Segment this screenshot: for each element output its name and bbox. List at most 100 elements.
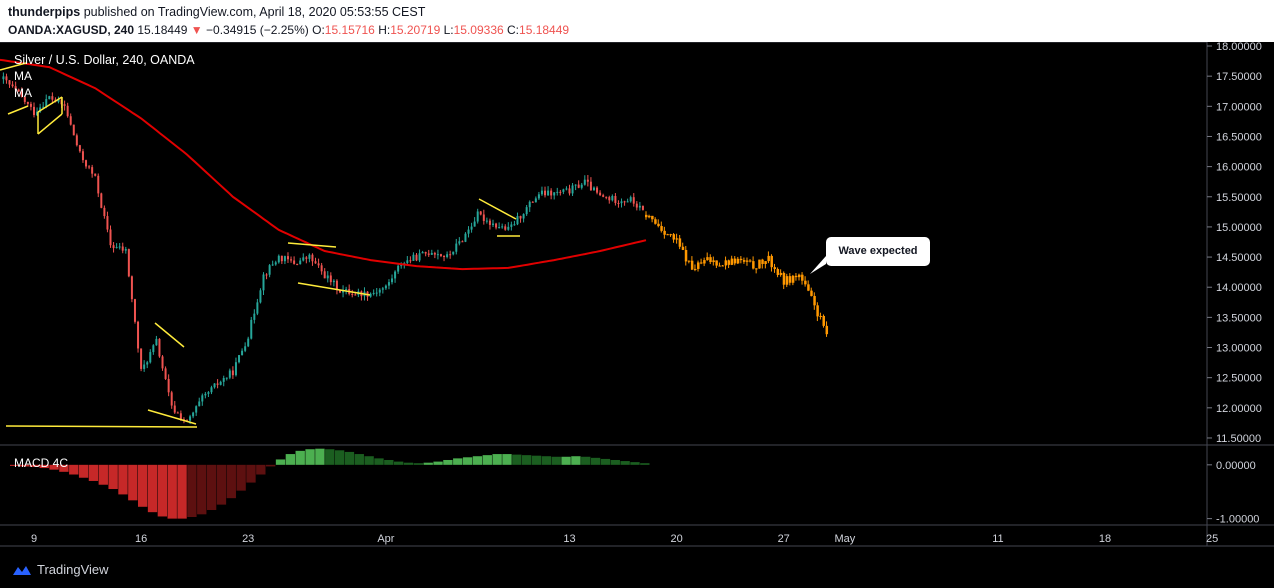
candlestick-series [2,72,644,424]
candle [589,181,592,191]
candle [210,387,213,393]
projected-candle [773,267,777,270]
candle [274,262,277,265]
candle [216,383,219,385]
macd-bar [256,464,266,475]
macd-bar [512,454,522,465]
candle [351,293,354,295]
ma-legend[interactable]: MA [14,86,32,100]
chart-area[interactable]: 18.00000 17.50000 17.00000 16.50000 16.00000… [0,42,1274,588]
macd-bar [620,461,630,465]
macd-bar [226,464,236,499]
candle [280,255,283,262]
candle [409,260,412,262]
candle [39,107,42,112]
candle [580,184,583,188]
candle [540,190,543,195]
macd-bar [118,464,128,495]
flag-line[interactable] [287,242,337,248]
macd-bar [49,464,59,470]
flag-line[interactable] [154,322,185,348]
flag-line[interactable] [37,113,63,135]
candle [531,201,534,203]
macd-bar [187,464,197,518]
flag-line[interactable] [147,409,197,425]
macd-bar [285,454,296,465]
candle [394,271,397,279]
candle [345,289,348,291]
candle [207,392,210,394]
candle [94,173,97,176]
time-tick-label: Apr [377,533,394,545]
candle [48,96,51,100]
candle [522,214,525,219]
price-tick-label: 12.00000 [1216,403,1262,415]
candle [152,345,155,353]
candle [225,377,228,379]
macd-bar [157,464,168,517]
flag-line[interactable] [0,62,27,71]
macd-histogram [10,448,650,519]
candle [623,201,626,203]
candle [204,393,207,396]
flag-line[interactable] [478,198,517,220]
candle [69,116,72,125]
candle [238,355,241,363]
candle [103,207,106,217]
projected-candle [788,276,792,283]
candle [91,167,94,174]
candle [562,189,565,192]
ohlc-line: OANDA:XAGUSD, 240 15.18449 ▼ −0.34915 (−… [8,23,569,37]
chart-canvas[interactable]: 18.00000 17.50000 17.00000 16.50000 16.00000… [0,42,1274,588]
candle [513,224,516,226]
tradingview-branding[interactable]: TradingView [12,562,109,577]
candle [106,216,109,230]
publish-info: thunderpips published on TradingView.com… [8,5,425,19]
candle [626,201,629,203]
time-tick-label: 25 [1206,533,1218,545]
flag-line[interactable] [7,105,29,115]
candle [36,111,39,116]
macd-bar [561,456,571,465]
candle [400,265,403,267]
candle [436,254,439,256]
candle [198,401,201,407]
candle [109,229,112,246]
projected-candle [816,305,819,317]
candle [329,275,332,283]
candle [611,195,614,201]
candle [57,99,60,102]
candle [63,104,66,106]
candle [265,274,268,276]
macd-bar [315,448,325,465]
support-line[interactable] [5,425,198,428]
candle [449,254,452,256]
time-axis: 9 16 23 Apr 13 20 27 May 11 18 25 [31,533,1218,545]
macd-legend[interactable]: MACD 4C [14,456,69,470]
candle [455,243,458,252]
candle [100,193,103,208]
ma-legend[interactable]: MA [14,69,32,83]
macd-bar [630,462,640,465]
candle [556,191,559,193]
flag-line[interactable] [37,96,63,113]
symbol-label: OANDA:XAGUSD, 240 [8,23,135,37]
wave-callout[interactable]: Wave expected [826,237,930,266]
series-title[interactable]: Silver / U.S. Dollar, 240, OANDA [14,53,195,67]
price-tick-label: 15.50000 [1216,192,1262,204]
candle [155,338,158,346]
price-tick-label: 11.50000 [1216,433,1261,445]
projected-candle [761,259,764,264]
candle [446,254,449,257]
macd-bar [167,464,177,519]
candle [381,288,384,290]
macd-bar [551,456,561,465]
projected-candle [672,234,676,240]
candle [461,241,464,243]
flag-line[interactable] [297,282,371,296]
candle [213,383,216,388]
author-name[interactable]: thunderpips [8,5,81,19]
macd-bar [19,464,30,467]
candle [525,207,528,215]
candle [397,265,400,272]
